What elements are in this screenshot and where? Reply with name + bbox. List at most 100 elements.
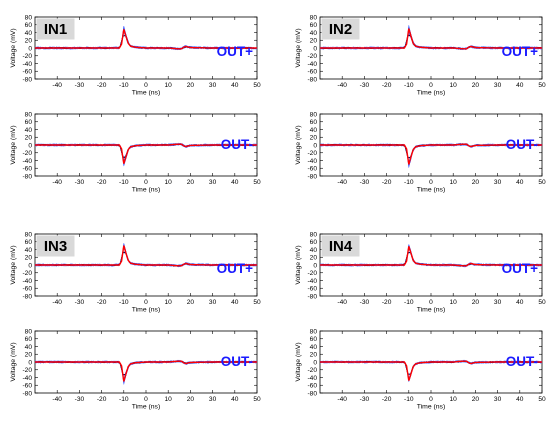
x-tick-label: -30 [360,179,370,186]
x-axis-label: Time (ns) [417,404,445,411]
x-tick-label: -20 [97,82,107,89]
y-tick-label: 80 [310,231,318,238]
y-tick-label: 40 [25,30,33,37]
y-tick-label: -80 [22,293,32,300]
y-axis-label: Voltage (mV) [10,245,17,284]
x-tick-label: 20 [187,179,195,186]
y-tick-label: 0 [28,142,32,149]
plot-area [35,359,257,385]
y-tick-label: 20 [25,38,33,45]
x-tick-label: 30 [494,396,502,403]
x-tick-label: -40 [52,179,62,186]
y-tick-label: -60 [22,383,32,390]
y-tick-label: -80 [307,293,317,300]
input-label: IN2 [329,21,352,38]
y-tick-label: 40 [25,344,33,351]
y-tick-label: 0 [28,262,32,269]
x-tick-label: 10 [450,179,458,186]
plot-area [320,243,542,268]
y-tick-label: -80 [307,173,317,180]
y-tick-label: -20 [307,367,317,374]
x-tick-label: -30 [75,396,85,403]
y-tick-label: 0 [313,359,317,366]
x-tick-label: -20 [382,82,392,89]
y-tick-label: -60 [22,286,32,293]
mean-trace [35,245,257,267]
x-tick-label: 20 [187,82,195,89]
x-tick-label: 50 [538,179,546,186]
channel-label: OUT- [221,354,253,369]
x-tick-label: 0 [144,82,148,89]
x-tick-label: -30 [75,299,85,306]
x-tick-label: 50 [538,299,546,306]
y-axis-label: Voltage (mV) [10,28,17,67]
x-tick-label: -10 [119,299,129,306]
y-tick-label: 60 [310,239,318,246]
y-axis-label: Voltage (mV) [10,342,17,381]
x-tick-label: -40 [52,299,62,306]
y-tick-label: 60 [25,239,33,246]
x-tick-label: -30 [360,299,370,306]
y-tick-label: -20 [307,270,317,277]
input-label: IN4 [329,238,353,255]
y-tick-label: 80 [25,14,33,21]
x-tick-label: 30 [494,82,502,89]
y-axis-label: Voltage (mV) [295,342,302,381]
y-tick-label: 80 [25,328,33,335]
y-tick-label: 40 [310,344,318,351]
x-tick-label: 30 [209,179,217,186]
x-tick-label: 40 [231,396,239,403]
x-tick-label: 0 [429,82,433,89]
x-tick-label: 10 [165,396,173,403]
y-tick-label: -20 [22,367,32,374]
x-tick-label: 50 [538,82,546,89]
x-tick-label: 30 [209,396,217,403]
x-axis-label: Time (ns) [417,90,445,97]
x-tick-label: 40 [516,179,524,186]
x-tick-label: 0 [429,299,433,306]
x-tick-label: -40 [52,82,62,89]
plot-area [320,359,542,383]
y-tick-label: -60 [307,286,317,293]
plot-area [320,142,542,168]
x-tick-label: 50 [253,179,261,186]
x-tick-label: 0 [429,179,433,186]
x-tick-label: 10 [450,82,458,89]
x-axis-label: Time (ns) [132,307,160,314]
x-tick-label: 20 [472,82,480,89]
x-axis-label: Time (ns) [417,187,445,194]
x-tick-label: 10 [165,299,173,306]
x-tick-label: 50 [253,396,261,403]
y-tick-label: 0 [28,45,32,52]
x-tick-label: -30 [75,82,85,89]
mean-trace [35,29,257,50]
y-tick-label: -80 [22,76,32,83]
x-tick-label: -10 [119,82,129,89]
x-tick-label: -30 [75,179,85,186]
x-tick-label: -20 [382,299,392,306]
x-tick-label: 20 [187,299,195,306]
input-label-box [36,235,75,257]
x-tick-label: 50 [538,396,546,403]
x-tick-label: 20 [472,179,480,186]
y-tick-label: -60 [22,166,32,173]
x-tick-label: -40 [52,396,62,403]
x-tick-label: -40 [337,82,347,89]
y-tick-label: 80 [310,328,318,335]
y-tick-label: -80 [307,76,317,83]
y-tick-label: -60 [22,69,32,76]
y-tick-label: -80 [22,390,32,397]
y-axis-label: Voltage (mV) [295,125,302,164]
y-tick-label: 20 [25,135,33,142]
x-tick-label: 40 [231,299,239,306]
x-tick-label: 10 [450,396,458,403]
y-tick-label: -40 [307,61,317,68]
x-tick-label: 20 [187,396,195,403]
x-tick-label: 30 [209,299,217,306]
x-tick-label: 40 [231,179,239,186]
y-tick-label: -80 [22,173,32,180]
y-tick-label: 60 [310,22,318,29]
